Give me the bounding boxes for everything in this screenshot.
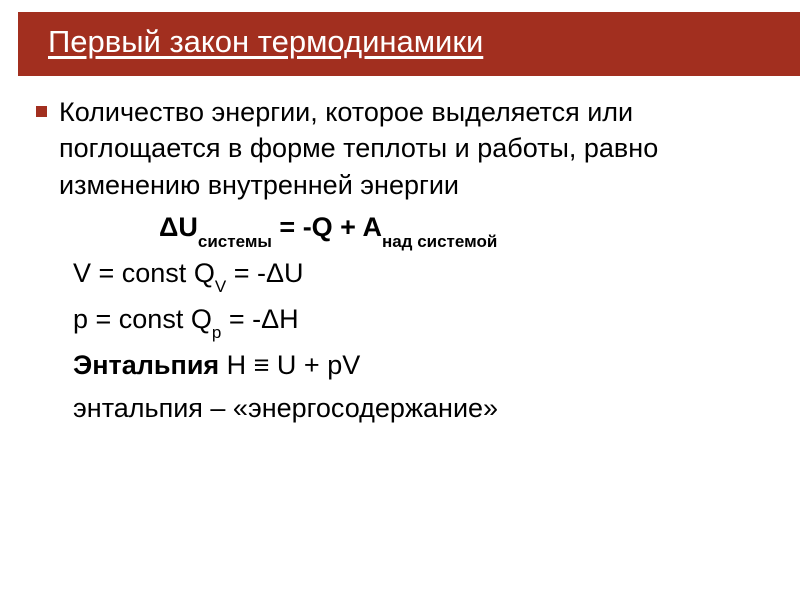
v-q: Q <box>194 258 215 288</box>
bullet-row: Количество энергии, которое выделяется и… <box>36 94 764 203</box>
p-q-sub: p <box>212 323 221 342</box>
enthalpy-expr: H ≡ U + pV <box>219 350 360 380</box>
enthalpy-label: Энтальпия <box>73 350 219 380</box>
v-prefix: V = const <box>73 258 194 288</box>
formula-line-final: энтальпия – «энергосодержание» <box>59 388 764 430</box>
formula-main: ΔUсистемы = -Q + Aнад системой <box>59 207 764 251</box>
p-q: Q <box>191 304 212 334</box>
paragraph-text: Количество энергии, которое выделяется и… <box>59 94 764 203</box>
v-rest: = -ΔU <box>226 258 303 288</box>
formula-line-enthalpy: Энтальпия H ≡ U + pV <box>59 345 764 387</box>
formula-line-p: p = const Qp = -ΔH <box>59 299 764 343</box>
slide-title-bar: Первый закон термодинамики <box>18 12 800 76</box>
slide-content: Количество энергии, которое выделяется и… <box>0 76 800 450</box>
p-rest: = -ΔH <box>221 304 298 334</box>
bullet-icon <box>36 106 47 117</box>
slide-title: Первый закон термодинамики <box>48 24 483 59</box>
p-prefix: p = const <box>73 304 191 334</box>
v-q-sub: V <box>215 277 226 296</box>
formula-op: = -Q + A <box>272 212 382 242</box>
formula-rhs-sub: над системой <box>382 232 497 251</box>
formula-block: ΔUсистемы = -Q + Aнад системой V = const… <box>59 207 764 430</box>
formula-lhs: ΔU <box>159 212 198 242</box>
formula-line-v: V = const QV = -ΔU <box>59 253 764 297</box>
formula-lhs-sub: системы <box>198 232 272 251</box>
